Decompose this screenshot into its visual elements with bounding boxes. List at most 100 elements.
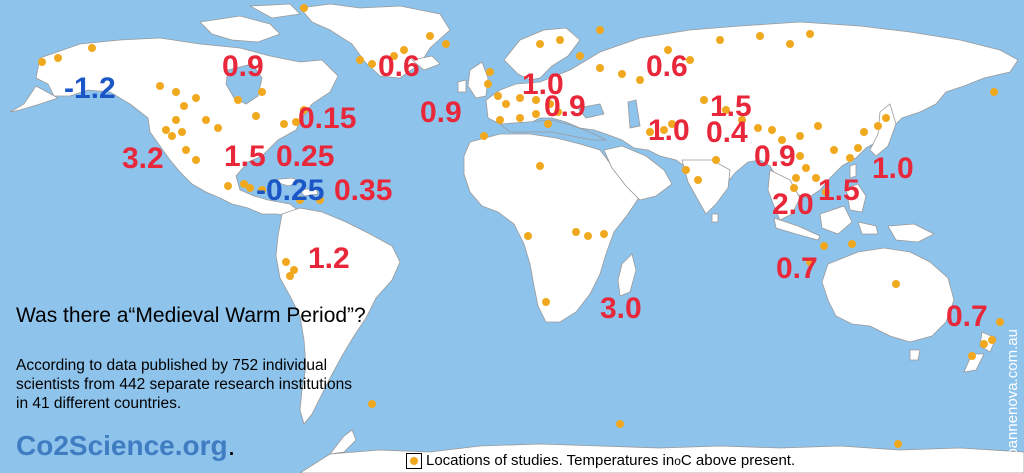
study-location-marker	[532, 96, 540, 104]
arabia	[603, 145, 673, 201]
study-location-marker	[636, 76, 644, 84]
study-location-marker	[536, 162, 544, 170]
study-location-marker	[542, 298, 550, 306]
arctic-islands	[199, 15, 281, 43]
study-location-marker	[172, 116, 180, 124]
study-location-marker	[694, 176, 702, 184]
antarctica	[299, 443, 1024, 473]
temp-label-tibet: 0.4	[706, 116, 748, 149]
study-location-marker	[790, 184, 798, 192]
study-location-marker	[480, 132, 488, 140]
study-location-marker	[182, 146, 190, 154]
study-location-marker	[556, 36, 564, 44]
temp-label-central-europe: 1.0	[522, 68, 564, 101]
study-location-marker	[156, 82, 164, 90]
study-location-marker	[162, 126, 170, 134]
study-location-marker	[894, 440, 902, 448]
study-location-marker	[796, 132, 804, 140]
temp-label-indonesia: 0.7	[776, 252, 818, 285]
study-location-marker	[296, 196, 304, 204]
temp-label-middle-east: 1.0	[648, 114, 690, 147]
study-location-marker	[846, 154, 854, 162]
study-location-marker	[882, 114, 890, 122]
study-location-marker	[234, 96, 242, 104]
study-location-marker	[502, 100, 510, 108]
temp-label-atlantic: 0.9	[420, 96, 462, 129]
study-location-marker	[968, 352, 976, 360]
study-location-marker	[88, 44, 96, 52]
description-line: in 41 different countries.	[16, 395, 182, 412]
study-location-marker	[814, 122, 822, 130]
study-location-marker	[524, 232, 532, 240]
study-location-marker	[554, 108, 562, 116]
temp-label-new-zealand: 0.7	[946, 300, 988, 333]
study-location-marker	[822, 188, 830, 196]
temp-label-atlantic-tropics: 0.35	[334, 174, 393, 207]
study-location-marker	[584, 232, 592, 240]
map-title: Was there a“Medieval Warm Period”?	[16, 304, 366, 327]
legend-text-after: C above present.	[680, 452, 796, 469]
study-location-marker	[258, 88, 266, 96]
study-location-marker	[292, 118, 300, 126]
africa	[463, 133, 641, 323]
south-america	[275, 207, 401, 425]
temp-label-great-lakes: 0.15	[298, 102, 357, 135]
study-location-marker	[484, 80, 492, 88]
temp-label-greenland: 0.6	[378, 50, 420, 83]
temp-label-caribbean: -0.25	[256, 174, 325, 207]
map-description: According to data published by 752 indiv…	[16, 356, 352, 413]
study-location-marker	[368, 400, 376, 408]
study-location-marker	[664, 46, 672, 54]
temp-label-canada: 0.9	[222, 50, 264, 83]
study-location-marker	[756, 32, 764, 40]
study-location-marker	[854, 144, 862, 152]
study-location-marker	[246, 184, 254, 192]
temp-label-alaska: -1.2	[64, 72, 116, 105]
study-location-marker	[300, 106, 308, 114]
study-location-marker	[892, 280, 900, 288]
study-location-marker	[544, 120, 552, 128]
study-location-marker	[812, 174, 820, 182]
temp-label-south-america: 1.2	[308, 242, 350, 275]
credit-watermark: joannenova.com.au	[1004, 329, 1021, 460]
study-location-marker	[754, 124, 762, 132]
study-location-marker	[252, 112, 260, 120]
study-location-marker	[300, 4, 308, 12]
study-location-marker	[516, 94, 524, 102]
temp-label-china-south: 0.9	[754, 140, 796, 173]
brand-suffix: .	[227, 430, 236, 461]
study-location-marker	[572, 228, 580, 236]
study-location-marker	[596, 26, 604, 34]
study-location-marker	[768, 126, 776, 134]
study-location-marker	[168, 132, 176, 140]
study-location-marker	[796, 152, 804, 160]
study-location-marker	[258, 186, 266, 194]
study-location-marker	[180, 102, 188, 110]
indonesia	[773, 217, 821, 241]
study-location-marker	[600, 230, 608, 238]
study-location-marker	[792, 174, 800, 182]
study-location-marker	[712, 156, 720, 164]
study-location-marker	[990, 88, 998, 96]
study-location-marker	[646, 128, 654, 136]
study-location-marker	[874, 122, 882, 130]
eurasia	[485, 21, 1019, 199]
study-location-marker	[202, 116, 210, 124]
study-location-marker	[848, 240, 856, 248]
study-location-marker	[192, 156, 200, 164]
study-dot-icon	[406, 452, 422, 469]
study-location-marker	[618, 70, 626, 78]
study-location-marker	[496, 116, 504, 124]
study-location-marker	[282, 258, 290, 266]
study-location-marker	[668, 120, 676, 128]
study-location-marker	[192, 94, 200, 102]
study-location-marker	[802, 164, 810, 172]
study-location-marker	[426, 32, 434, 40]
australia	[821, 247, 955, 343]
study-location-marker	[486, 68, 494, 76]
study-location-marker	[722, 106, 730, 114]
study-location-marker	[786, 40, 794, 48]
temp-label-us-south: 1.5	[224, 140, 266, 173]
study-location-marker	[38, 58, 46, 66]
